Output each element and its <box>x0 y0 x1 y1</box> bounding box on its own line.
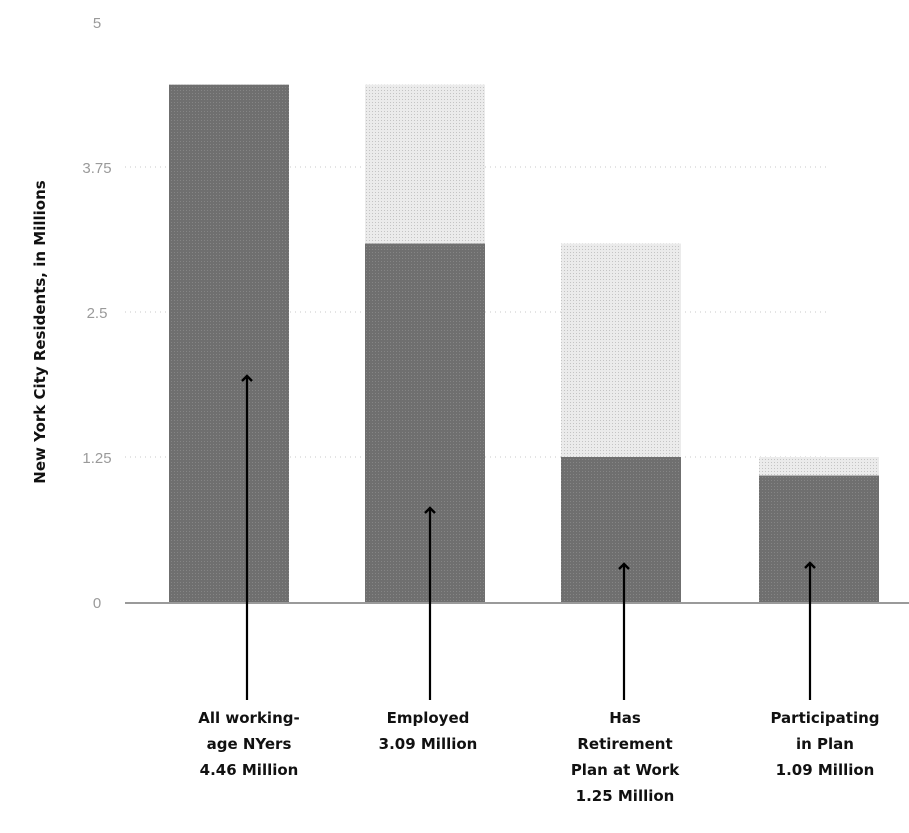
bar <box>365 244 485 602</box>
bars <box>169 85 879 602</box>
bar <box>561 457 681 602</box>
category-label-line: 4.46 Million <box>200 761 299 779</box>
bar <box>169 85 289 602</box>
y-tick-label: 2.5 <box>87 305 108 322</box>
category-label-line: Retirement <box>577 735 672 753</box>
category-label-line: in Plan <box>796 735 854 753</box>
category-label-line: Plan at Work <box>571 761 680 779</box>
y-tick-label: 0 <box>93 595 101 612</box>
bar <box>759 476 879 602</box>
y-tick-label: 1.25 <box>82 450 111 467</box>
category-label-line: 3.09 Million <box>379 735 478 753</box>
category-label-line: 1.09 Million <box>776 761 875 779</box>
y-tick-label: 5 <box>93 15 101 32</box>
category-label-line: age NYers <box>207 735 292 753</box>
arrows <box>247 376 810 700</box>
category-labels: All working-age NYers 4.46 Million Employe… <box>198 709 879 805</box>
y-tick-label: 3.75 <box>82 160 111 177</box>
y-axis-title: New York City Residents, in Millions <box>31 180 49 483</box>
category-label-line: 1.25 Million <box>576 787 675 805</box>
category-label-line: Participating <box>770 709 879 727</box>
category-label-line: All working- <box>198 709 299 727</box>
y-tick-labels: 5 3.75 2.5 1.25 0 <box>82 15 111 612</box>
category-label-line: Employed <box>387 709 470 727</box>
category-label-line: Has <box>609 709 641 727</box>
